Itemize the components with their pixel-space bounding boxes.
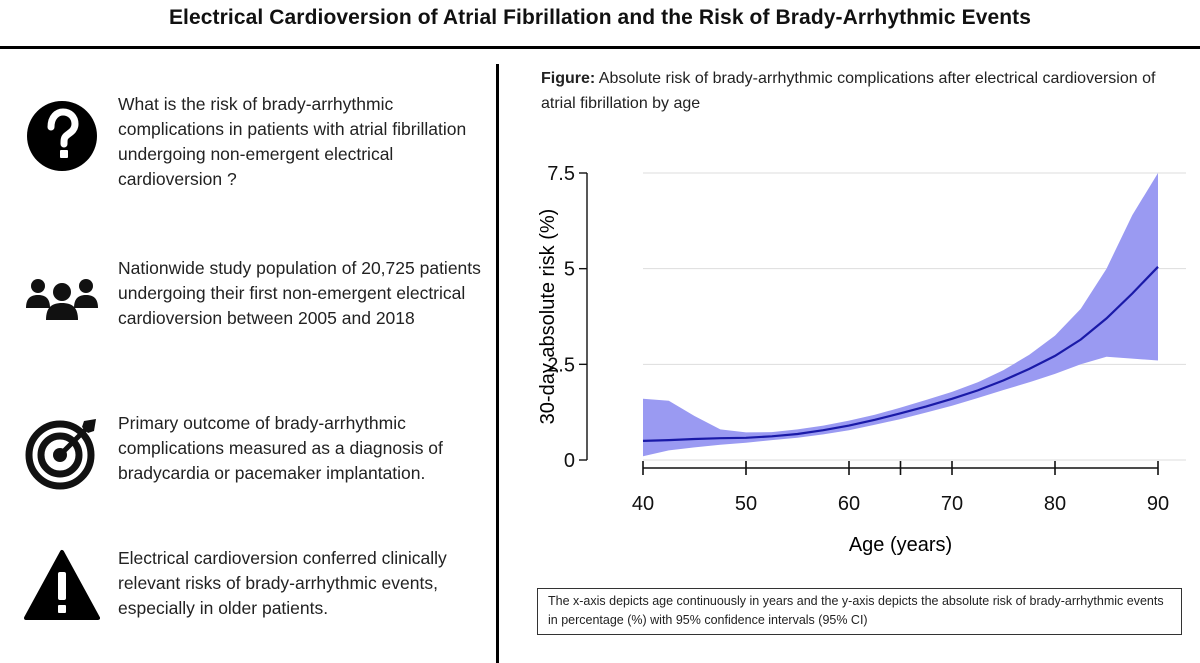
x-ticks: 40 50 60 70 80 90 — [632, 461, 1169, 515]
target-icon — [25, 419, 96, 490]
key-point-text: Nationwide study population of 20,725 pa… — [118, 258, 481, 328]
x-tick-label: 60 — [838, 493, 860, 515]
key-point-population: Nationwide study population of 20,725 pa… — [0, 256, 490, 356]
y-tick-label: 0 — [564, 450, 575, 472]
y-ticks: 0 2.5 5 7.5 — [547, 163, 587, 472]
key-point-text: Primary outcome of brady-arrhythmic comp… — [118, 413, 443, 483]
key-point-conclusion: Electrical cardioversion conferred clini… — [0, 546, 490, 636]
figure-caption-text: Absolute risk of brady-arrhythmic compli… — [541, 70, 1156, 112]
ci-band — [643, 173, 1158, 457]
key-point-text: Electrical cardioversion conferred clini… — [118, 548, 447, 618]
x-tick-label: 80 — [1044, 493, 1066, 515]
key-point-text: What is the risk of brady-arrhythmic com… — [118, 94, 467, 189]
key-point-outcome: Primary outcome of brady-arrhythmic comp… — [0, 411, 490, 511]
gridlines — [643, 172, 1186, 461]
y-tick-label: 5 — [564, 259, 575, 281]
key-point-question: What is the risk of brady-arrhythmic com… — [0, 92, 490, 202]
column-divider — [496, 64, 499, 663]
y-tick-label: 7.5 — [547, 163, 575, 185]
x-axis-label: Age (years) — [849, 534, 952, 556]
x-tick-label: 70 — [941, 493, 963, 515]
title-divider — [0, 46, 1200, 49]
figure-note: The x-axis depicts age continuously in y… — [537, 588, 1182, 635]
people-group-icon — [26, 279, 98, 320]
x-tick-label: 90 — [1147, 493, 1169, 515]
warning-icon — [24, 550, 100, 620]
risk-by-age-chart: 0 2.5 5 7.5 40 50 60 70 80 90 Age (years) 30-day… — [537, 163, 1186, 556]
y-tick-label: 2.5 — [547, 354, 575, 376]
page-title: Electrical Cardioversion of Atrial Fibri… — [168, 6, 1032, 29]
y-axis-label: 30-day absolute risk (%) — [537, 209, 559, 425]
question-icon — [27, 101, 97, 171]
x-tick-label: 40 — [632, 493, 654, 515]
figure-caption: Figure: Absolute risk of brady-arrhythmi… — [541, 66, 1181, 116]
x-tick-label: 50 — [735, 493, 757, 515]
estimate-line — [642, 266, 1159, 442]
figure-caption-label: Figure: — [541, 70, 596, 87]
